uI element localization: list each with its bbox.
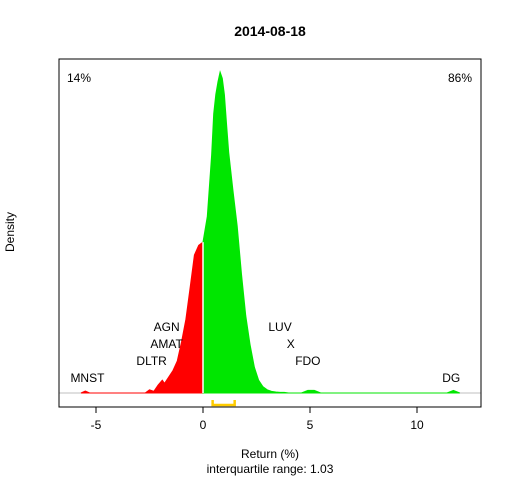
stock-label-agn: AGN bbox=[154, 320, 180, 334]
positive-return-area bbox=[202, 70, 460, 394]
stock-label-amat: AMAT bbox=[150, 337, 183, 351]
stock-label-mnst: MNST bbox=[70, 371, 105, 385]
x-tick-label: -5 bbox=[91, 418, 102, 432]
stock-label-x: X bbox=[287, 337, 295, 351]
iqr-bracket bbox=[211, 400, 236, 407]
negative-return-area bbox=[80, 241, 204, 394]
stock-label-luv: LUV bbox=[268, 320, 291, 334]
x-tick-label: 5 bbox=[307, 418, 314, 432]
chart-title: 2014-08-18 bbox=[234, 23, 306, 39]
stock-label-dg: DG bbox=[442, 371, 460, 385]
y-axis-label: Density bbox=[3, 212, 17, 252]
chart-subtitle: interquartile range: 1.03 bbox=[207, 462, 334, 476]
right-share-label: 86% bbox=[448, 71, 472, 85]
stock-label-fdo: FDO bbox=[295, 354, 320, 368]
plot-frame bbox=[58, 58, 482, 408]
left-share-label: 14% bbox=[67, 71, 91, 85]
x-axis-label: Return (%) bbox=[241, 447, 299, 461]
x-tick-label: 10 bbox=[410, 418, 424, 432]
x-tick-label: 0 bbox=[200, 418, 207, 432]
stock-label-dltr: DLTR bbox=[136, 354, 167, 368]
